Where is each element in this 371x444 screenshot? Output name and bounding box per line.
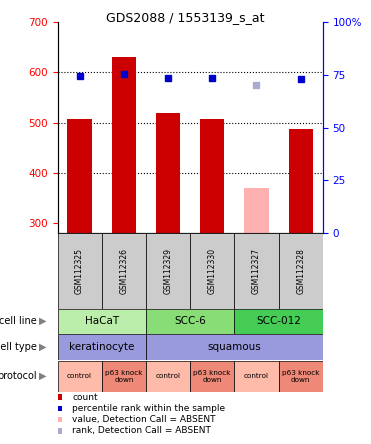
- Text: GSM112325: GSM112325: [75, 248, 84, 294]
- Text: GSM112330: GSM112330: [208, 248, 217, 294]
- Text: rank, Detection Call = ABSENT: rank, Detection Call = ABSENT: [72, 426, 211, 435]
- Text: GSM112326: GSM112326: [119, 248, 128, 294]
- Bar: [102, 233, 146, 309]
- Text: GDS2088 / 1553139_s_at: GDS2088 / 1553139_s_at: [106, 11, 265, 24]
- Text: keratinocyte: keratinocyte: [69, 342, 134, 352]
- Text: percentile rank within the sample: percentile rank within the sample: [72, 404, 226, 413]
- Text: GSM112329: GSM112329: [164, 248, 173, 294]
- Text: SCC-6: SCC-6: [174, 316, 206, 326]
- Bar: [190, 361, 234, 392]
- Text: p63 knock
down: p63 knock down: [282, 369, 319, 383]
- Text: control: control: [244, 373, 269, 379]
- Bar: [112, 57, 136, 233]
- Bar: [58, 361, 102, 392]
- Bar: [190, 233, 234, 309]
- Bar: [58, 309, 146, 334]
- Bar: [102, 361, 146, 392]
- Bar: [146, 309, 234, 334]
- Bar: [200, 119, 224, 233]
- Bar: [289, 129, 313, 233]
- Text: cell line: cell line: [0, 316, 37, 326]
- Text: HaCaT: HaCaT: [85, 316, 119, 326]
- Bar: [58, 233, 102, 309]
- Text: p63 knock
down: p63 knock down: [194, 369, 231, 383]
- Text: control: control: [155, 373, 181, 379]
- Text: squamous: squamous: [207, 342, 261, 352]
- Text: p63 knock
down: p63 knock down: [105, 369, 142, 383]
- Bar: [156, 113, 180, 233]
- Text: ▶: ▶: [39, 371, 46, 381]
- Bar: [58, 334, 146, 360]
- Text: control: control: [67, 373, 92, 379]
- Text: ▶: ▶: [39, 342, 46, 352]
- Bar: [234, 233, 279, 309]
- Text: count: count: [72, 393, 98, 402]
- Text: value, Detection Call = ABSENT: value, Detection Call = ABSENT: [72, 415, 216, 424]
- Text: SCC-012: SCC-012: [256, 316, 301, 326]
- Text: GSM112328: GSM112328: [296, 248, 305, 294]
- Bar: [244, 188, 269, 233]
- Text: cell type: cell type: [0, 342, 37, 352]
- Text: GSM112327: GSM112327: [252, 248, 261, 294]
- Bar: [68, 119, 92, 233]
- Text: ▶: ▶: [39, 316, 46, 326]
- Bar: [146, 334, 323, 360]
- Text: protocol: protocol: [0, 371, 37, 381]
- Bar: [279, 361, 323, 392]
- Bar: [146, 361, 190, 392]
- Bar: [234, 309, 323, 334]
- Bar: [279, 233, 323, 309]
- Bar: [234, 361, 279, 392]
- Bar: [146, 233, 190, 309]
